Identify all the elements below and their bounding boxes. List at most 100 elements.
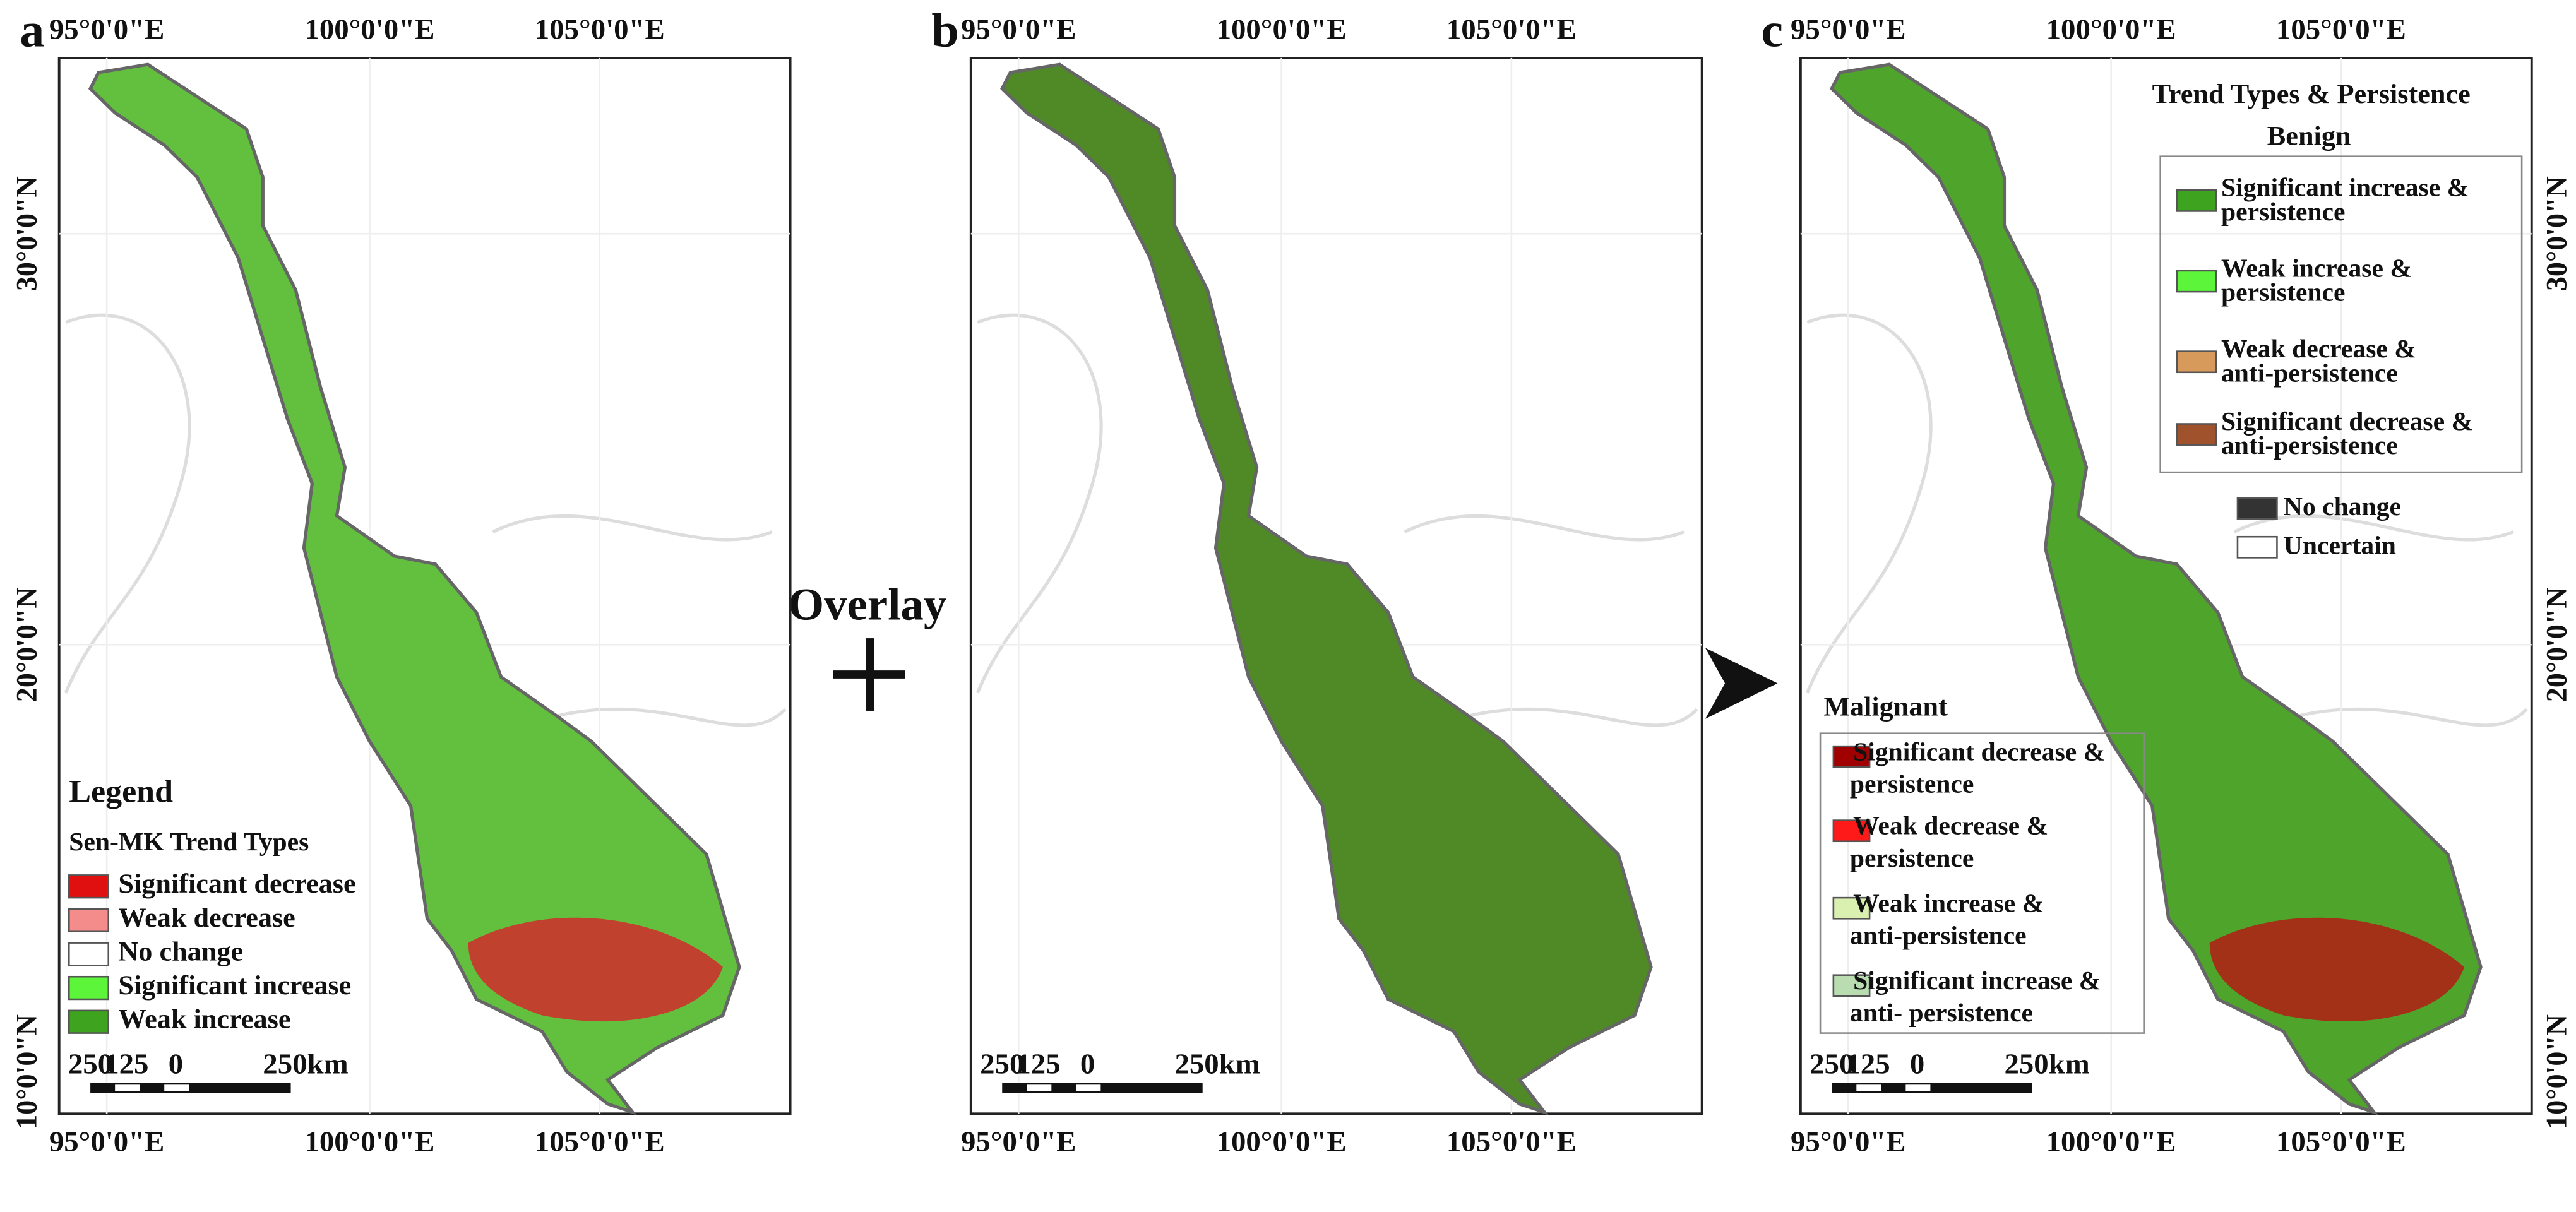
scale-label: 250 xyxy=(68,1049,112,1081)
basin xyxy=(1000,62,1653,1115)
scale-label: 250km xyxy=(263,1049,348,1081)
legend-title: Legend xyxy=(69,774,173,809)
legend-swatch xyxy=(2176,189,2217,212)
scale-bar-segment xyxy=(115,1084,140,1091)
legend-label: anti- persistence xyxy=(1850,998,2033,1027)
scale-bar-segment xyxy=(1076,1084,1101,1091)
scale-label: 250 xyxy=(980,1049,1024,1081)
legend-swatch xyxy=(68,975,110,1001)
degraded-area xyxy=(2209,917,2465,1022)
legend-swatch xyxy=(2176,350,2217,374)
legend-box xyxy=(2159,155,2523,473)
legend-label: anti-persistence xyxy=(2221,359,2398,388)
lon-label: 95°0'0"E xyxy=(1791,1126,1906,1158)
lat-label: 10°0'0"N xyxy=(11,1014,43,1129)
legend-label: anti-persistence xyxy=(1850,921,2027,950)
scale-bar xyxy=(1002,1083,1203,1093)
lat-label: 10°0'0"N xyxy=(2541,1014,2573,1129)
country-outline xyxy=(975,313,1698,727)
lon-label: 105°0'0"E xyxy=(535,1126,665,1158)
lon-label: 95°0'0"E xyxy=(961,1126,1076,1158)
lon-label: 100°0'0"E xyxy=(2046,14,2176,46)
legend-label: persistence xyxy=(2221,278,2345,307)
legend-swatch xyxy=(2176,270,2217,293)
lon-label: 105°0'0"E xyxy=(2276,14,2406,46)
scale-bar-segment xyxy=(1856,1084,1881,1091)
lat-label: 20°0'0"N xyxy=(2541,587,2573,702)
legend-title: Trend Types & Persistence xyxy=(2152,80,2471,110)
legend-box xyxy=(1819,732,2145,1034)
lon-label: 95°0'0"E xyxy=(1791,14,1906,46)
scale-label: 250km xyxy=(1174,1049,1260,1081)
legend-label: Significant increase & xyxy=(1853,966,2101,995)
legend-label: Significant decrease & xyxy=(2221,407,2473,436)
legend-label: Weak increase & xyxy=(2221,254,2412,283)
panel-letter: c xyxy=(1761,3,1783,57)
legend-swatch xyxy=(1832,745,1871,768)
legend-swatch xyxy=(1832,896,1871,920)
legend-label: Weak increase xyxy=(118,1004,290,1035)
overlay-label: Overlay xyxy=(788,579,946,629)
scale-bar xyxy=(1832,1083,2032,1093)
scale-label: 250 xyxy=(1810,1049,1854,1081)
scale-label: 0 xyxy=(1080,1049,1095,1081)
panel-letter: a xyxy=(20,3,44,57)
legend-label: Weak decrease & xyxy=(2221,334,2416,363)
lat-label: 20°0'0"N xyxy=(11,587,43,702)
basin xyxy=(1830,62,2483,1115)
scale-bar-segment xyxy=(1905,1084,1931,1091)
legend-label: No change xyxy=(2284,492,2401,521)
scale-bar-segment xyxy=(1027,1084,1052,1091)
lat-label: 30°0'0"N xyxy=(11,176,43,291)
lon-label: 95°0'0"E xyxy=(49,1126,165,1158)
panel-letter: b xyxy=(931,3,958,57)
scale-label: 125 xyxy=(104,1049,148,1081)
lon-label: 105°0'0"E xyxy=(535,14,665,46)
legend-swatch xyxy=(2236,497,2278,520)
scale-label: 0 xyxy=(1910,1049,1924,1081)
legend-swatch xyxy=(2176,423,2217,446)
scale-label: 125 xyxy=(1016,1049,1060,1081)
lat-label: 30°0'0"N xyxy=(2541,176,2573,291)
scale-bar-segment xyxy=(164,1084,189,1091)
legend-swatch xyxy=(1832,819,1871,843)
lon-label: 100°0'0"E xyxy=(304,14,434,46)
legend-label: persistence xyxy=(1850,843,1974,872)
country-outline xyxy=(64,313,787,727)
scale-label: 0 xyxy=(169,1049,183,1081)
legend-label: Significant increase xyxy=(118,970,351,1001)
legend-group-name: Malignant xyxy=(1823,692,1948,722)
legend-group-name: Benign xyxy=(2267,121,2351,152)
legend-label: Weak decrease & xyxy=(1853,811,2048,840)
legend-label: anti-persistence xyxy=(2221,431,2398,460)
legend-label: Significant decrease & xyxy=(1853,737,2105,766)
legend-swatch xyxy=(68,908,110,933)
scale-label: 125 xyxy=(1846,1049,1890,1081)
legend-subtitle: Sen-MK Trend Types xyxy=(69,828,309,857)
lon-label: 95°0'0"E xyxy=(49,14,165,46)
lon-label: 105°0'0"E xyxy=(1446,1126,1577,1158)
lon-label: 100°0'0"E xyxy=(1217,1126,1347,1158)
scale-label: 250km xyxy=(2004,1049,2089,1081)
legend-label: Significant decrease xyxy=(118,869,355,900)
legend-swatch xyxy=(2236,535,2278,559)
legend-swatch xyxy=(68,1009,110,1034)
lon-label: 105°0'0"E xyxy=(1446,14,1577,46)
arrow xyxy=(1705,648,1778,719)
lon-label: 100°0'0"E xyxy=(1217,14,1347,46)
legend-label: Weak decrease xyxy=(118,903,295,933)
legend-label: No change xyxy=(118,937,243,967)
legend-swatch xyxy=(1832,974,1871,997)
legend-swatch xyxy=(68,874,110,899)
degraded-area xyxy=(468,917,723,1022)
legend-swatch xyxy=(68,942,110,966)
lon-label: 100°0'0"E xyxy=(304,1126,434,1158)
legend-label: Weak increase & xyxy=(1853,889,2044,918)
legend-label: persistence xyxy=(2221,197,2345,226)
lon-label: 105°0'0"E xyxy=(2276,1126,2406,1158)
scale-bar xyxy=(90,1083,291,1093)
plus-sign xyxy=(833,638,905,711)
legend-label: Significant increase & xyxy=(2221,173,2469,202)
